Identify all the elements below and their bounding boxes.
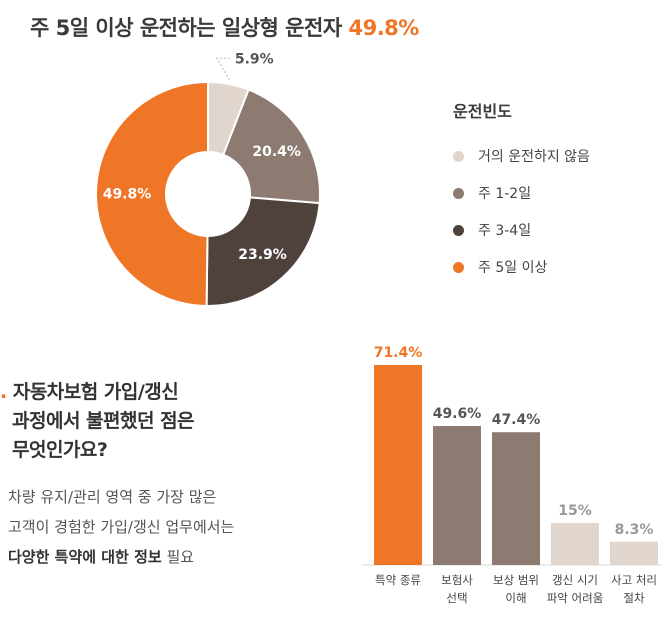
headline-highlight: 49.8% <box>348 16 419 40</box>
bar-category-label: 선택 <box>446 591 467 605</box>
question-line-1: . 자동차보험 가입/갱신 <box>0 381 179 403</box>
donut-slice-1 <box>221 88 321 205</box>
desc-line-3: 다양한 특약에 대한 정보 필요 <box>8 542 234 572</box>
headline-text: 주 5일 이상 운전하는 일상형 운전자 <box>30 16 342 40</box>
survey-description: 차량 유지/관리 영역 중 가장 많은 고객이 경험한 가입/갱신 업무에서는 … <box>8 482 234 572</box>
bar-category-label: 이해 <box>505 591 526 605</box>
legend-swatch <box>453 187 464 199</box>
donut-data-label: 49.8% <box>103 186 152 202</box>
donut-leader-line <box>215 57 231 81</box>
bar-value-label: 47.4% <box>492 412 541 428</box>
bar-category-label: 갱신 시기 <box>552 573 598 587</box>
legend-swatch <box>453 261 464 273</box>
legend-item: 거의 운전하지 않음 <box>453 144 590 168</box>
donut-data-label: 20.4% <box>252 144 301 160</box>
legend-item: 주 3-4일 <box>453 218 590 242</box>
desc-line-3-rest: 필요 <box>161 548 195 566</box>
bar-1 <box>433 426 481 565</box>
bar-category-label: 특약 종류 <box>375 573 421 587</box>
question-line-2: 과정에서 불편했던 점은 <box>12 410 195 432</box>
legend-item: 주 5일 이상 <box>453 255 590 279</box>
legend-label: 주 1-2일 <box>478 186 532 202</box>
bar-category-label: 파악 어려움 <box>547 591 604 605</box>
desc-emphasis: 다양한 특약에 대한 정보 <box>8 548 162 566</box>
donut-data-label: 23.9% <box>238 247 287 263</box>
question-marker: . <box>0 381 7 403</box>
bar-value-label: 8.3% <box>615 522 654 538</box>
bar-0 <box>374 365 422 565</box>
bar-category-label: 절차 <box>623 591 645 605</box>
survey-question: . 자동차보험 가입/갱신 과정에서 불편했던 점은 무엇인가요? <box>0 378 195 465</box>
bar-4 <box>610 541 658 565</box>
page-headline: 주 5일 이상 운전하는 일상형 운전자 49.8% <box>30 12 419 42</box>
legend-swatch <box>453 150 464 162</box>
bar-value-label: 15% <box>558 503 592 519</box>
legend-swatch <box>453 224 464 236</box>
donut-slice-3 <box>95 80 209 308</box>
donut-data-label: 5.9% <box>235 51 274 67</box>
legend-label: 거의 운전하지 않음 <box>478 149 590 165</box>
desc-line-2: 고객이 경험한 가입/갱신 업무에서는 <box>8 518 235 536</box>
legend-title: 운전빈도 <box>453 102 512 121</box>
question-line-3: 무엇인가요? <box>12 439 108 461</box>
legend-item: 주 1-2일 <box>453 181 590 205</box>
bar-2 <box>492 432 540 565</box>
bar-category-label: 보험사 <box>441 573 473 587</box>
donut-slice-2 <box>205 196 321 307</box>
bar-category-label: 보상 범위 <box>493 573 539 587</box>
desc-line-1: 차량 유지/관리 영역 중 가장 많은 <box>8 488 217 506</box>
bar-value-label: 71.4% <box>374 345 423 361</box>
legend-label: 주 5일 이상 <box>478 260 548 276</box>
bar-value-label: 49.6% <box>433 406 482 422</box>
legend-label: 주 3-4일 <box>478 223 532 239</box>
bar-category-label: 사고 처리 <box>611 573 657 587</box>
bar-3 <box>551 522 599 565</box>
